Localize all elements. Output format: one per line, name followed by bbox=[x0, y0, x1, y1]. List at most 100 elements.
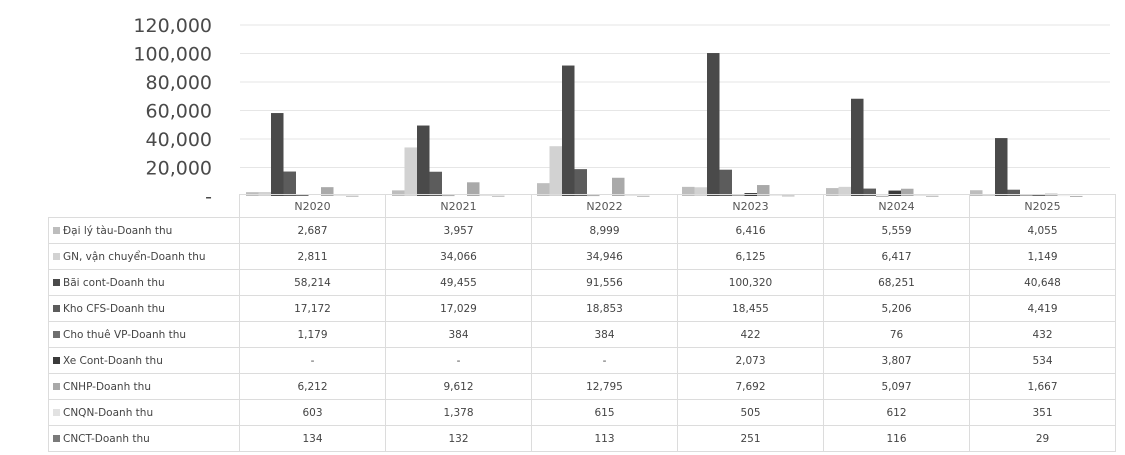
y-tick-label: 120,000 bbox=[133, 15, 212, 37]
data-label: 18,853 bbox=[531, 295, 678, 322]
table-row: CNQN-Doanh thu 603 1,378 615 505 612 351 bbox=[48, 399, 1116, 426]
data-label: 5,206 bbox=[823, 295, 970, 322]
data-label: 8,999 bbox=[531, 217, 678, 244]
table-corner bbox=[49, 195, 240, 218]
bar bbox=[574, 169, 587, 196]
series-label: Cho thuê VP-Doanh thu bbox=[48, 321, 240, 348]
data-label: 603 bbox=[239, 399, 386, 426]
series-name: CNQN-Doanh thu bbox=[63, 406, 154, 419]
bar bbox=[1007, 189, 1020, 196]
data-label: 384 bbox=[385, 321, 532, 348]
series-label: CNQN-Doanh thu bbox=[48, 399, 240, 426]
y-tick-label: 80,000 bbox=[146, 72, 212, 94]
bar bbox=[271, 113, 284, 196]
bar bbox=[682, 186, 695, 196]
data-label: 18,455 bbox=[677, 295, 824, 322]
data-label: 432 bbox=[969, 321, 1116, 348]
bar bbox=[888, 190, 901, 196]
series-label: Bãi cont-Doanh thu bbox=[48, 269, 240, 296]
legend-key bbox=[53, 356, 60, 364]
series-name: GN, vận chuyển-Doanh thu bbox=[63, 250, 206, 263]
series-label: Xe Cont-Doanh thu bbox=[48, 347, 240, 374]
data-label: 1,179 bbox=[239, 321, 386, 348]
bar bbox=[826, 188, 839, 196]
table-row: CNCT-Doanh thu 134 132 113 251 116 29 bbox=[48, 425, 1116, 452]
data-label: 251 bbox=[677, 425, 824, 452]
table-row: CNHP-Doanh thu 6,212 9,612 12,795 7,692 5,097… bbox=[48, 373, 1116, 400]
data-label: 3,957 bbox=[385, 217, 532, 244]
data-label: 17,172 bbox=[239, 295, 386, 322]
category-label: N2024 bbox=[823, 194, 970, 218]
data-label: 1,149 bbox=[969, 243, 1116, 270]
data-label: 6,416 bbox=[677, 217, 824, 244]
bar bbox=[321, 187, 334, 196]
data-label: 29 bbox=[969, 425, 1116, 452]
bar bbox=[612, 177, 625, 196]
legend-key bbox=[53, 434, 60, 442]
series-label: Đại lý tàu-Doanh thu bbox=[48, 217, 240, 244]
y-tick-label: 40,000 bbox=[146, 129, 212, 151]
y-tick-label: 100,000 bbox=[133, 44, 212, 66]
bar bbox=[404, 147, 417, 196]
data-label: - bbox=[531, 347, 678, 374]
data-label: 134 bbox=[239, 425, 386, 452]
data-label: 4,419 bbox=[969, 295, 1116, 322]
series-name: Xe Cont-Doanh thu bbox=[63, 354, 163, 367]
series-name: Bãi cont-Doanh thu bbox=[63, 276, 165, 289]
legend-key bbox=[53, 252, 60, 260]
data-label: 3,807 bbox=[823, 347, 970, 374]
data-label: 6,417 bbox=[823, 243, 970, 270]
bar bbox=[719, 169, 732, 196]
data-label: 2,687 bbox=[239, 217, 386, 244]
data-label: 1,378 bbox=[385, 399, 532, 426]
data-label: 422 bbox=[677, 321, 824, 348]
data-label: 12,795 bbox=[531, 373, 678, 400]
data-label: 113 bbox=[531, 425, 678, 452]
data-label: 9,612 bbox=[385, 373, 532, 400]
bar bbox=[995, 138, 1008, 196]
category-label: N2025 bbox=[969, 194, 1116, 218]
data-label: 91,556 bbox=[531, 269, 678, 296]
data-label: 34,066 bbox=[385, 243, 532, 270]
y-tick-label: - bbox=[205, 186, 212, 200]
series-name: CNCT-Doanh thu bbox=[63, 432, 150, 445]
data-label: 534 bbox=[969, 347, 1116, 374]
table-row: Xe Cont-Doanh thu - - -2,073 3,807 534 bbox=[48, 347, 1116, 374]
bar bbox=[757, 185, 770, 196]
bar bbox=[901, 188, 914, 196]
bar bbox=[258, 191, 271, 196]
data-label: 505 bbox=[677, 399, 824, 426]
bar bbox=[467, 182, 480, 196]
data-label: 116 bbox=[823, 425, 970, 452]
table-row: Cho thuê VP-Doanh thu 1,179 384 384 422 76 432 bbox=[48, 321, 1116, 348]
data-label: - bbox=[239, 347, 386, 374]
data-label: 6,125 bbox=[677, 243, 824, 270]
table-header-row: N2020 N2021 N2022 N2023 N2024 N2025 bbox=[49, 194, 1116, 218]
data-label: 34,946 bbox=[531, 243, 678, 270]
series-name: Cho thuê VP-Doanh thu bbox=[63, 328, 187, 341]
series-label: CNHP-Doanh thu bbox=[48, 373, 240, 400]
data-label: 6,212 bbox=[239, 373, 386, 400]
data-label: 68,251 bbox=[823, 269, 970, 296]
data-label: 4,055 bbox=[969, 217, 1116, 244]
data-label: 5,097 bbox=[823, 373, 970, 400]
data-label: 49,455 bbox=[385, 269, 532, 296]
series-name: CNHP-Doanh thu bbox=[63, 380, 151, 393]
data-label: 17,029 bbox=[385, 295, 532, 322]
data-label: 2,811 bbox=[239, 243, 386, 270]
y-tick-label: 60,000 bbox=[146, 101, 212, 123]
bar bbox=[537, 183, 550, 196]
data-label: 100,320 bbox=[677, 269, 824, 296]
bar bbox=[970, 190, 983, 196]
data-label: 384 bbox=[531, 321, 678, 348]
bar bbox=[863, 188, 876, 196]
bar bbox=[694, 187, 707, 196]
legend-key bbox=[53, 304, 60, 312]
data-label: 5,559 bbox=[823, 217, 970, 244]
data-label: 76 bbox=[823, 321, 970, 348]
bar bbox=[707, 53, 720, 196]
data-label: 1,667 bbox=[969, 373, 1116, 400]
legend-key bbox=[53, 226, 60, 234]
series-label: Kho CFS-Doanh thu bbox=[48, 295, 240, 322]
legend-key bbox=[53, 382, 60, 390]
